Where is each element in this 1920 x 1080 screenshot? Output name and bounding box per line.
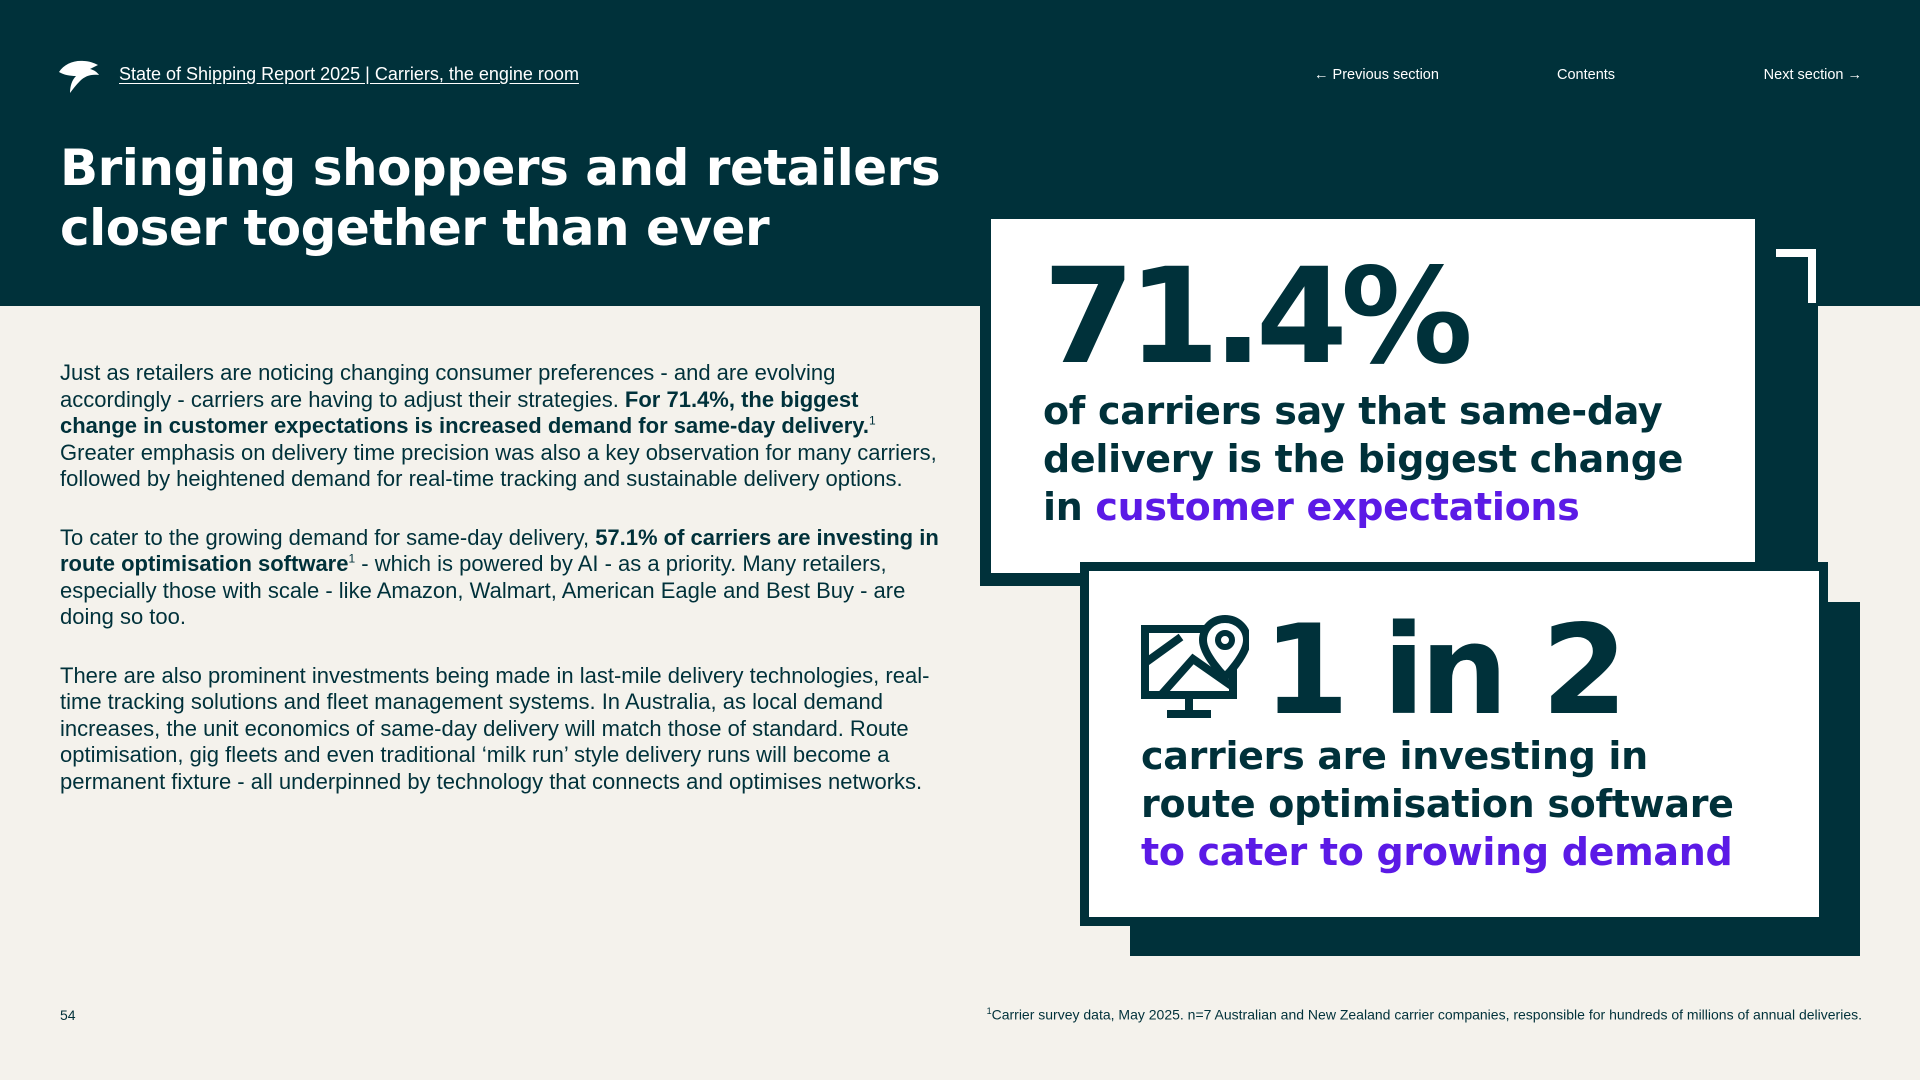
page-title: Bringing shoppers and retailers closer to…	[60, 138, 960, 258]
stat-value: 1 in 2	[1263, 599, 1628, 743]
report-breadcrumb-link[interactable]: State of Shipping Report 2025 | Carriers…	[119, 64, 579, 84]
paragraph-1-highlight: For 71.4%, the biggest change in custome…	[60, 386, 870, 439]
stat-card-same-day: 71.4% of carriers say that same-day deli…	[982, 210, 1764, 582]
footnote: 1Carrier survey data, May 2025. n=7 Aust…	[987, 1006, 1862, 1023]
paragraph-2-text-cont: - which is powered by AI - as a priority…	[60, 551, 906, 629]
paragraph-2: To cater to the growing demand for same-…	[60, 525, 940, 631]
stat-description-line: route optimisation software	[1141, 782, 1734, 826]
footnote-ref: 1	[869, 413, 876, 428]
contents-link[interactable]: Contents	[1557, 67, 1616, 83]
stat-card-1-outline-accent	[1776, 249, 1816, 303]
stat-description-line: carriers are investing in	[1141, 734, 1648, 778]
footnote-marker: 1	[986, 1006, 992, 1016]
bird-logo-icon[interactable]	[58, 58, 100, 94]
body-text: Just as retailers are noticing changing …	[60, 360, 940, 827]
stat-description-line: of carriers say that same-day	[1043, 389, 1663, 433]
page-title-line-1: Bringing shoppers and retailers	[60, 139, 941, 197]
stat-description: of carriers say that same-day delivery i…	[1043, 387, 1683, 531]
page-number: 54	[60, 1007, 76, 1023]
paragraph-1: Just as retailers are noticing changing …	[60, 360, 940, 493]
stat-card-route-optimisation: 1 in 2 carriers are investing in route o…	[1080, 562, 1828, 926]
route-map-pin-icon	[1141, 615, 1249, 718]
paragraph-3: There are also prominent investments bei…	[60, 662, 930, 794]
stat-value: 71.4%	[1043, 240, 1473, 394]
paragraph-1-text-cont: Greater emphasis on delivery time precis…	[60, 439, 937, 492]
paragraph-2-highlight: 57.1% of carriers are investing in route…	[60, 524, 939, 577]
footnote-text: Carrier survey data, May 2025. n=7 Austr…	[991, 1006, 1862, 1023]
page-title-line-2: closer together than ever	[60, 199, 770, 257]
paragraph-2-text: To cater to the growing demand for same-…	[60, 524, 596, 550]
next-section-link[interactable]: Next section →	[1763, 67, 1862, 83]
footnote-ref: 1	[348, 551, 356, 566]
paragraph-1-text: Just as retailers are noticing changing …	[60, 360, 836, 412]
stat-description-line: in	[1043, 485, 1096, 529]
stat-description-accent: to cater to growing demand	[1141, 830, 1733, 874]
stat-description-accent: customer expectations	[1095, 485, 1580, 529]
previous-section-link[interactable]: ← Previous section	[1314, 67, 1439, 83]
stat-description: carriers are investing in route optimisa…	[1141, 732, 1734, 876]
stat-description-line: delivery is the biggest change	[1043, 437, 1684, 481]
